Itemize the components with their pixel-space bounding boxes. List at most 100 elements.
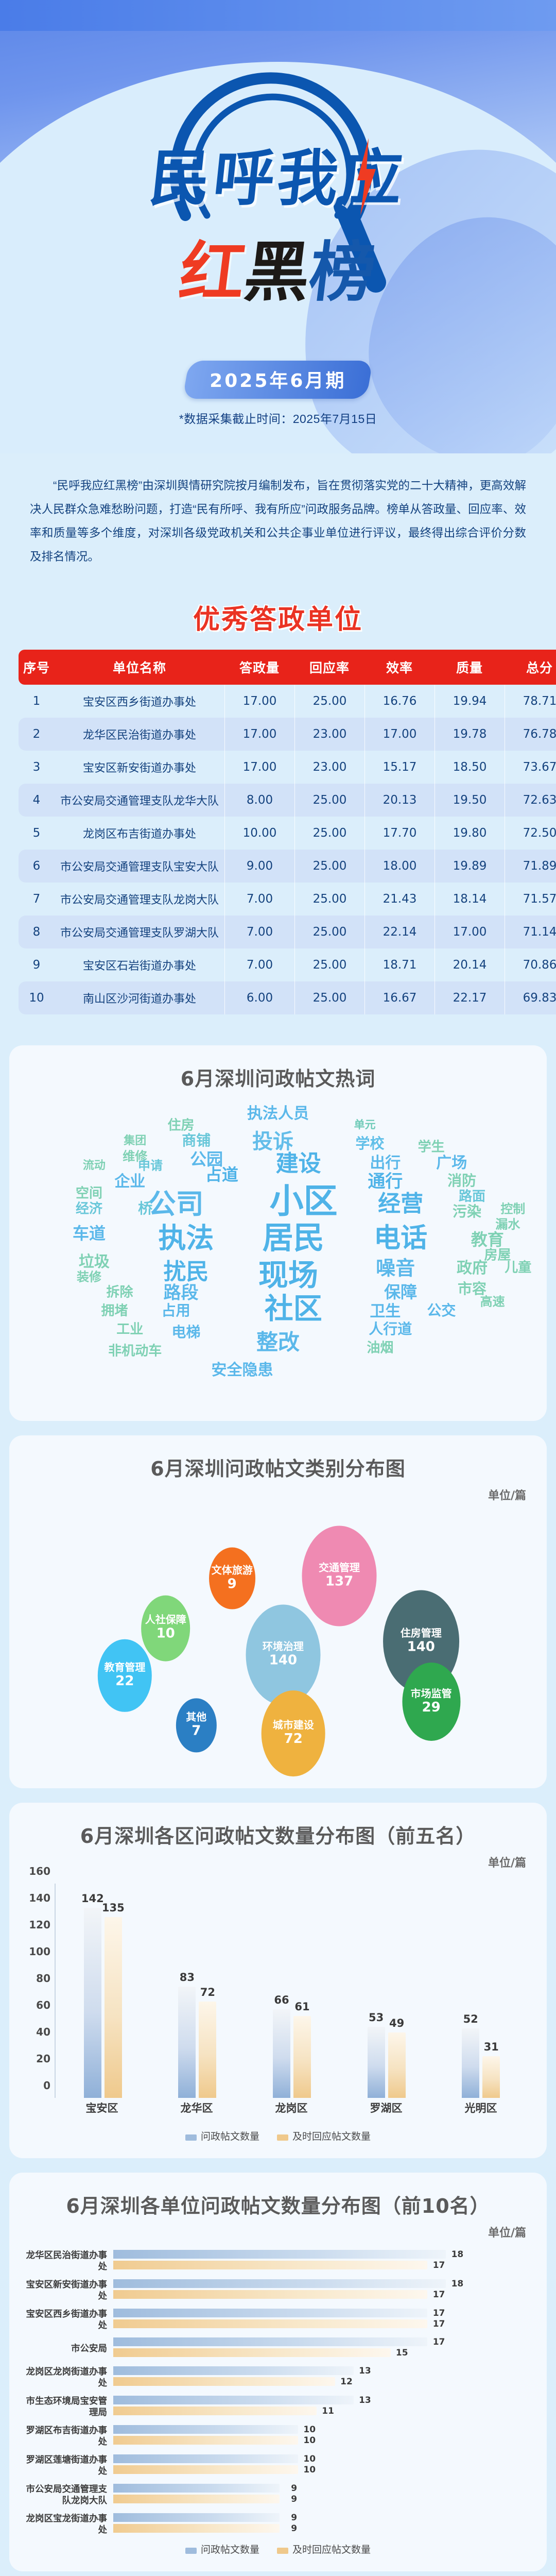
hbar-row: 龙岗区龙岗街道办事处 13 12 [23,2366,533,2388]
bar-value-label: 31 [483,2041,499,2054]
hbar-value-label: 9 [291,2494,298,2504]
table-cell: 15.17 [364,751,435,784]
x-tick-label: 宝安区 [85,2103,118,2114]
y-tick-label: 40 [36,2026,50,2038]
table-cell: 25.00 [294,784,364,817]
y-tick-label: 160 [29,1865,50,1877]
wordcloud-word: 建设 [275,1150,321,1177]
bubble-value: 10 [156,1626,175,1642]
hbar-value-label: 11 [322,2405,334,2416]
hero-top-band [0,0,556,31]
unit-chart-legend: 问政帖文数量 及时回应帖文数量 [23,2542,533,2556]
table-row: 2 龙华区民治街道办事处 17.00 23.00 17.00 19.78 76.78 [19,718,556,751]
wordcloud-word: 单元 [354,1118,376,1131]
table-cell: 17.00 [435,916,505,948]
bar: 83 [178,1971,196,2098]
hbar-value-label: 10 [303,2464,316,2475]
hbar: 18 [113,2249,463,2260]
wordcloud-word: 高速 [480,1294,505,1309]
table-cell: 龙华区民治街道办事处 [55,718,224,751]
hero-title-red: 红 [175,234,250,310]
wordcloud-word: 出行 [370,1154,401,1172]
hbar-bars: 13 12 [113,2366,533,2388]
y-tick-label: 120 [29,1919,50,1931]
unit-chart-unit: 单位/篇 [488,2227,526,2240]
legend-label: 问政帖文数量 [200,2545,259,2555]
wordcloud-word: 装修 [76,1269,101,1284]
table-row: 7 市公安局交通管理支队龙岗大队 7.00 25.00 21.43 18.14 71.57 [19,883,556,916]
x-tick-label: 罗湖区 [370,2103,403,2114]
bar: 31 [482,2041,500,2098]
hbar-category-label: 罗湖区布吉街道办事处 [26,2425,108,2447]
wordcloud-word: 占道 [205,1165,238,1184]
ranking-title: 优秀答政单位 [19,598,537,636]
ranking-table-head: 序号 单位名称 答政量 回应率 效率 质量 总分 [19,650,556,685]
wordcloud-word: 学校 [355,1135,385,1152]
hbar-category-label: 宝安区新安街道办事处 [26,2279,108,2301]
hbar: 17 [113,2319,445,2329]
table-cell: 8.00 [224,784,294,817]
hbar: 9 [113,2483,297,2494]
wordcloud-word: 集团 [124,1134,147,1147]
hbar-value-label: 10 [303,2435,316,2446]
bubble-label: 市场监管 [410,1688,452,1700]
table-cell: 市公安局交通管理支队龙华大队 [55,784,224,817]
hero-banner: 民呼我应 红黑榜 2025年6月期 *数据采集截止时间：2025年7月15日 [0,0,556,453]
wordcloud-word: 油烟 [367,1340,394,1356]
hbar: 10 [113,2454,316,2464]
wordcloud-word: 维修 [123,1149,148,1164]
hbar-value-label: 18 [451,2249,464,2260]
bar: 49 [388,2017,406,2098]
hbar-value-label: 17 [432,2336,445,2347]
wordcloud-canvas: 执法人员 住房 单元 投诉 集团 商铺 学校 学生 维修 公园 建设 出行 广场 流动 申请 占道 企业 通行 消防… [23,1096,533,1405]
wordcloud-word: 工业 [116,1321,144,1337]
wordcloud-word: 非机动车 [108,1343,162,1359]
hbar-bars: 10 10 [113,2425,533,2447]
hbar-row: 罗湖区布吉街道办事处 10 10 [23,2425,533,2447]
bar-plot: 142 135 83 72 66 61 53 49 52 31 [55,1884,528,2098]
wordcloud-word: 流动 [82,1159,106,1172]
bubble-label: 交通管理 [319,1562,360,1574]
lightning-bolt-icon [357,138,376,215]
table-cell: 4 [19,784,55,817]
hero-title-block: 民呼我应 红黑榜 [0,129,556,314]
hbar-row: 龙岗区宝龙街道办事处 9 9 [23,2513,533,2535]
bubble-value: 9 [227,1576,237,1592]
bar-value-label: 83 [179,1971,195,1984]
bar-value-label: 142 [81,1892,104,1905]
table-cell: 17.00 [364,718,435,751]
bar: 72 [199,1986,217,2098]
hbar: 13 [113,2395,371,2405]
hbar-value-label: 9 [291,2483,298,2494]
hbar-category-label: 宝安区西乡街道办事处 [26,2309,108,2330]
ranking-section: 优秀答政单位 序号 单位名称 答政量 回应率 效率 质量 总分 1 宝安区西乡街道办事处 17.… [0,574,556,1045]
wordcloud-word: 公司 [148,1188,204,1221]
legend-swatch [277,2547,288,2554]
table-cell: 市公安局交通管理支队罗湖大队 [55,916,224,948]
date-badge-label: 2025年6月期 [210,370,346,392]
date-ribbon: 2025年6月期 *数据采集截止时间：2025年7月15日 [0,361,556,427]
hbar-bars: 18 17 [113,2249,533,2272]
hbar-value-label: 17 [432,2308,445,2318]
wordcloud-word: 经济 [75,1201,102,1217]
hbar-bars: 10 10 [113,2454,533,2476]
bar-group: 53 49 [367,1884,406,2098]
hbar-value-label: 9 [291,2523,298,2534]
table-cell: 19.50 [435,784,505,817]
column-header-3: 回应率 [294,650,364,685]
wordcloud-word: 房屋 [484,1247,511,1263]
table-cell: 7 [32,892,41,906]
legend-label: 问政帖文数量 [200,2131,259,2142]
intro-section: “民呼我应红黑榜”由深圳舆情研究院按月编制发布，旨在贯彻落实党的二十大精神，更高… [0,453,556,574]
table-cell: 19.89 [435,850,505,883]
wordcloud-word: 教育 [471,1230,504,1249]
bubble-value: 29 [422,1699,441,1715]
wordcloud-word: 消防 [447,1172,477,1189]
bar: 135 [102,1902,125,2098]
bubble-label: 环境治理 [262,1641,304,1653]
district-chart-legend: 问政帖文数量 及时回应帖文数量 [23,2129,533,2143]
table-cell: 7.00 [224,916,294,948]
wordcloud-word: 整改 [256,1329,300,1355]
